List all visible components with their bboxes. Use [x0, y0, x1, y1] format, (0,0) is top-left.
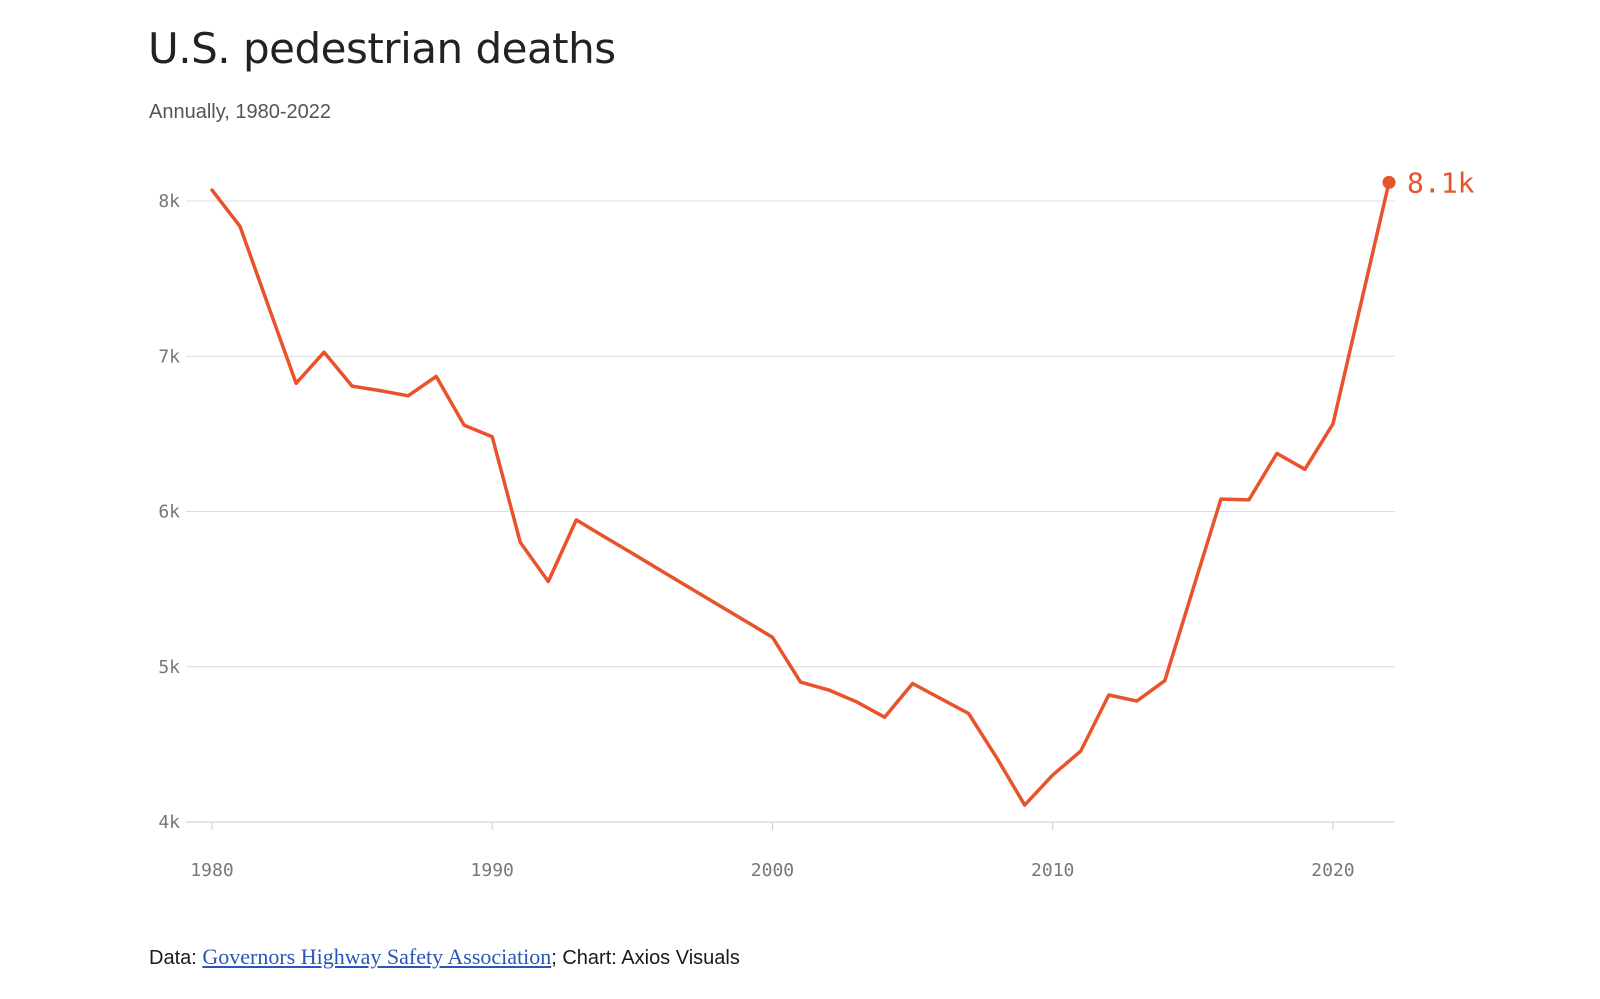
- axes: 4k 5k 6k 7k 8k 1980 1990 2000 2010 2020: [158, 191, 1354, 881]
- series-line: [210, 180, 1391, 807]
- source-link[interactable]: Governors Highway Safety Association: [202, 944, 552, 969]
- chart-subtitle: Annually, 1980-2022: [149, 101, 331, 123]
- series-layer: 8.1k: [210, 166, 1475, 807]
- x-tick-label: 2020: [1311, 860, 1354, 881]
- y-tick-label: 7k: [158, 346, 180, 367]
- y-tick-label: 6k: [158, 502, 180, 523]
- source-footer: Data: Governors Highway Safety Associati…: [149, 944, 740, 970]
- chart-credit: ; Chart: Axios Visuals: [551, 947, 740, 969]
- x-tick-label: 1980: [190, 860, 233, 881]
- x-tick-label: 1990: [471, 860, 514, 881]
- y-tick-label: 8k: [158, 191, 180, 212]
- end-value-label: 8.1k: [1407, 166, 1475, 199]
- gridlines: [186, 200, 1395, 823]
- x-tick-label: 2000: [751, 860, 794, 881]
- data-prefix: Data:: [149, 947, 203, 969]
- chart-title: U.S. pedestrian deaths: [148, 24, 616, 73]
- y-tick-label: 4k: [158, 812, 180, 833]
- end-point-dot: [1382, 175, 1396, 189]
- y-tick-label: 5k: [158, 657, 180, 678]
- x-tick-label: 2010: [1031, 860, 1074, 881]
